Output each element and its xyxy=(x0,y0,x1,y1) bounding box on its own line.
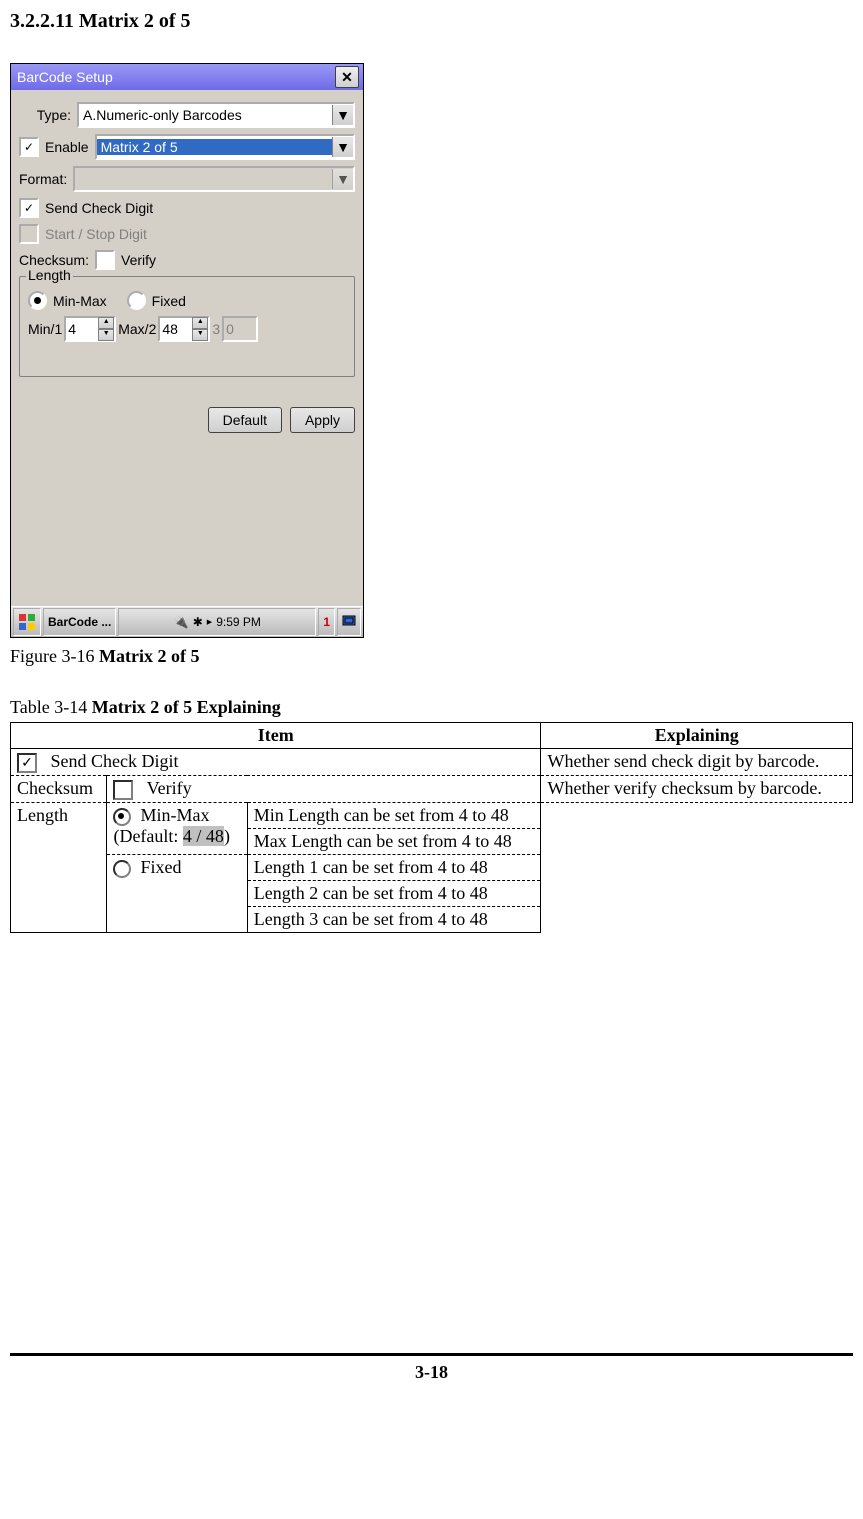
windows-icon xyxy=(18,613,36,631)
start-button[interactable] xyxy=(13,608,41,636)
checksum-label: Checksum: xyxy=(19,252,89,268)
verify-checkbox[interactable] xyxy=(95,250,115,270)
checkbox-icon: ✓ xyxy=(17,753,37,773)
max2-label: Max/2 xyxy=(118,321,156,337)
enable-label: Enable xyxy=(45,139,89,155)
fixed-label: Fixed xyxy=(152,293,186,309)
tray-icon[interactable] xyxy=(337,608,361,636)
send-check-label: Send Check Digit xyxy=(45,200,153,216)
footer-rule xyxy=(10,1353,853,1356)
titlebar: BarCode Setup ✕ xyxy=(11,64,363,90)
fixed-radio[interactable] xyxy=(127,291,146,310)
length-legend: Length xyxy=(26,267,73,283)
table-header-item: Item xyxy=(11,723,541,749)
spin-up-icon[interactable]: ▲ xyxy=(98,317,114,329)
explaining-table: Item Explaining ✓ Send Check Digit Wheth… xyxy=(10,722,853,933)
taskbar: BarCode ... 🔌 ✱ ▶ 9:59 PM 1 xyxy=(11,606,363,637)
type-label: Type: xyxy=(19,107,71,123)
table-cell: Length 2 can be set from 4 to 48 xyxy=(247,880,541,906)
three-input xyxy=(224,321,256,337)
format-combo: ▼ xyxy=(73,166,355,192)
taskbar-clock: 9:59 PM xyxy=(216,615,261,629)
taskbar-tray: 🔌 ✱ ▶ 9:59 PM xyxy=(118,608,316,636)
table-cell: Min Length can be set from 4 to 48 xyxy=(247,802,541,828)
table-cell: Length xyxy=(11,802,107,932)
chevron-down-icon[interactable]: ▼ xyxy=(332,137,353,157)
table-cell: Fixed xyxy=(107,854,247,932)
table-cell: Length 1 can be set from 4 to 48 xyxy=(247,854,541,880)
table-cell: ✓ Send Check Digit xyxy=(11,749,541,776)
close-button[interactable]: ✕ xyxy=(335,66,359,88)
minmax-label: Min-Max xyxy=(53,293,107,309)
radio-selected-icon xyxy=(113,808,131,826)
clock-arrow-icon: ▶ xyxy=(207,618,212,626)
max2-spinner[interactable]: ▲▼ xyxy=(158,316,210,342)
min1-label: Min/1 xyxy=(28,321,62,337)
spin-down-icon[interactable]: ▼ xyxy=(192,329,208,341)
table-cell: Verify xyxy=(107,775,541,802)
type-combo[interactable]: A.Numeric-only Barcodes ▼ xyxy=(77,102,355,128)
tray-icon: ✱ xyxy=(193,615,203,629)
table-cell: Whether send check digit by barcode. xyxy=(541,749,853,776)
dialog-screenshot: BarCode Setup ✕ Type: A.Numeric-only Bar… xyxy=(10,63,364,638)
min1-spinner[interactable]: ▲▼ xyxy=(64,316,116,342)
desktop-icon xyxy=(342,615,356,629)
default-button[interactable]: Default xyxy=(208,407,282,433)
three-label: 3 xyxy=(212,321,220,337)
minmax-radio[interactable] xyxy=(28,291,47,310)
type-value: A.Numeric-only Barcodes xyxy=(79,107,332,123)
start-stop-checkbox xyxy=(19,224,39,244)
enable-combo[interactable]: Matrix 2 of 5 ▼ xyxy=(95,134,355,160)
table-caption: Table 3-14 Matrix 2 of 5 Explaining xyxy=(10,697,853,718)
radio-icon xyxy=(113,860,131,878)
min1-input[interactable] xyxy=(66,321,98,337)
page-number: 3-18 xyxy=(10,1362,853,1383)
dialog-title: BarCode Setup xyxy=(15,69,335,85)
chevron-down-icon: ▼ xyxy=(332,169,353,189)
send-check-checkbox[interactable]: ✓ xyxy=(19,198,39,218)
table-cell: Checksum xyxy=(11,775,107,802)
tray-icon: 🔌 xyxy=(174,615,189,629)
start-stop-label: Start / Stop Digit xyxy=(45,226,147,242)
table-cell: Min-Max (Default: 4 / 48) xyxy=(107,802,247,854)
table-header-explaining: Explaining xyxy=(541,723,853,749)
apply-button[interactable]: Apply xyxy=(290,407,355,433)
three-spinner xyxy=(222,316,258,342)
close-icon: ✕ xyxy=(341,69,353,86)
section-heading: 3.2.2.11 Matrix 2 of 5 xyxy=(10,10,853,33)
verify-label: Verify xyxy=(121,252,156,268)
format-label: Format: xyxy=(19,171,67,187)
figure-caption: Figure 3-16 Matrix 2 of 5 xyxy=(10,646,853,667)
tray-icon[interactable]: 1 xyxy=(318,608,335,636)
enable-checkbox[interactable]: ✓ xyxy=(19,137,39,157)
taskbar-task[interactable]: BarCode ... xyxy=(43,608,116,636)
chevron-down-icon[interactable]: ▼ xyxy=(332,105,353,125)
max2-input[interactable] xyxy=(160,321,192,337)
spin-down-icon[interactable]: ▼ xyxy=(98,329,114,341)
table-cell: Whether verify checksum by barcode. xyxy=(541,775,853,802)
table-cell: Max Length can be set from 4 to 48 xyxy=(247,828,541,854)
spin-up-icon[interactable]: ▲ xyxy=(192,317,208,329)
enable-value: Matrix 2 of 5 xyxy=(97,139,332,155)
checkbox-icon xyxy=(113,780,133,800)
table-cell: Length 3 can be set from 4 to 48 xyxy=(247,906,541,932)
length-fieldset: Length Min-Max Fixed Min/1 ▲▼ Max/2 ▲▼ xyxy=(19,276,355,377)
